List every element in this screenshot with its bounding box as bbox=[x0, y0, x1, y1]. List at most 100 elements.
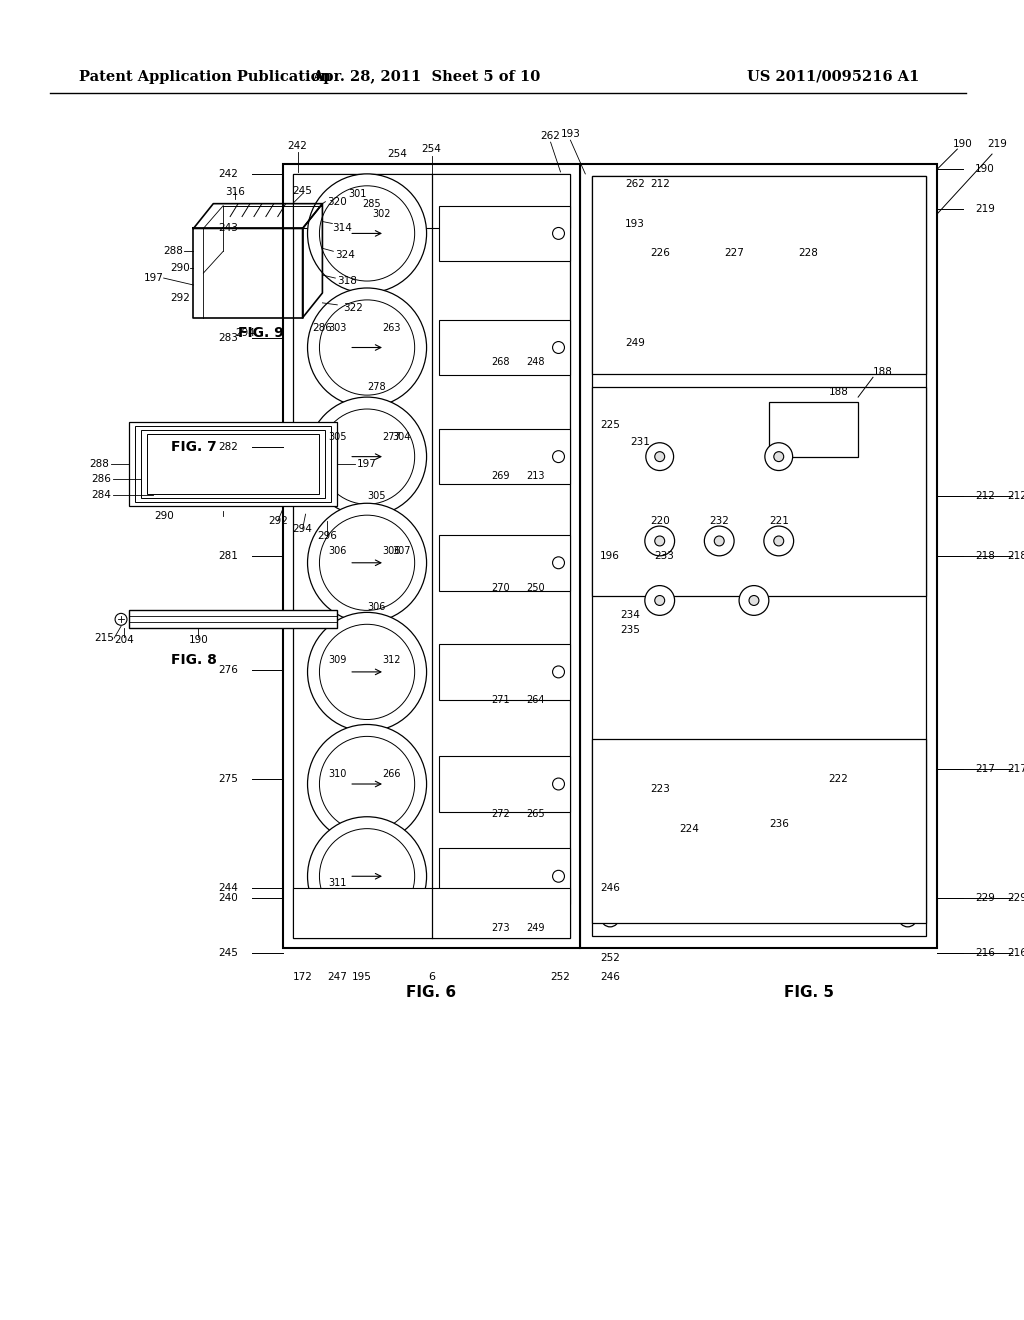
Circle shape bbox=[553, 870, 564, 882]
Circle shape bbox=[739, 586, 769, 615]
Circle shape bbox=[319, 515, 415, 610]
Text: 229: 229 bbox=[1007, 894, 1024, 903]
Circle shape bbox=[319, 624, 415, 719]
Text: 249: 249 bbox=[625, 338, 645, 347]
Circle shape bbox=[319, 829, 415, 924]
Text: 318: 318 bbox=[337, 276, 357, 286]
Circle shape bbox=[553, 450, 564, 462]
Circle shape bbox=[307, 725, 427, 843]
Bar bbox=[293, 174, 570, 937]
Circle shape bbox=[654, 595, 665, 606]
Text: FIG. 6: FIG. 6 bbox=[407, 985, 457, 999]
Text: 245: 245 bbox=[218, 948, 239, 957]
Text: 262: 262 bbox=[541, 131, 560, 141]
Text: 276: 276 bbox=[218, 665, 239, 675]
Text: 188: 188 bbox=[873, 367, 893, 378]
Circle shape bbox=[607, 915, 613, 921]
Text: 324: 324 bbox=[335, 251, 355, 260]
Text: 212: 212 bbox=[1007, 491, 1024, 502]
Text: 228: 228 bbox=[799, 248, 818, 259]
Bar bbox=[439, 429, 570, 484]
Text: FIG. 9: FIG. 9 bbox=[238, 326, 284, 339]
Text: 231: 231 bbox=[630, 437, 650, 446]
Text: 290: 290 bbox=[154, 511, 174, 521]
Text: 314: 314 bbox=[333, 223, 352, 234]
Text: 234: 234 bbox=[620, 610, 640, 620]
Text: 249: 249 bbox=[526, 923, 545, 933]
Circle shape bbox=[749, 595, 759, 606]
Circle shape bbox=[553, 557, 564, 569]
Text: FIG. 8: FIG. 8 bbox=[171, 653, 216, 667]
Bar bbox=[129, 610, 337, 628]
Text: 218: 218 bbox=[1007, 550, 1024, 561]
Text: 247: 247 bbox=[328, 973, 347, 982]
Text: 292: 292 bbox=[268, 516, 288, 527]
Text: 219: 219 bbox=[975, 203, 995, 214]
Text: 172: 172 bbox=[293, 973, 312, 982]
Text: 232: 232 bbox=[710, 516, 729, 527]
Text: 218: 218 bbox=[975, 550, 995, 561]
Text: 195: 195 bbox=[352, 973, 372, 982]
Circle shape bbox=[319, 409, 415, 504]
Text: 307: 307 bbox=[392, 546, 411, 556]
Circle shape bbox=[715, 536, 724, 546]
Text: 262: 262 bbox=[625, 178, 645, 189]
Text: 309: 309 bbox=[328, 655, 346, 665]
Circle shape bbox=[645, 527, 675, 556]
Text: 197: 197 bbox=[143, 273, 164, 282]
Text: 217: 217 bbox=[1007, 764, 1024, 774]
Text: 286: 286 bbox=[91, 474, 112, 484]
Text: 246: 246 bbox=[600, 973, 621, 982]
Text: 264: 264 bbox=[526, 694, 545, 705]
Text: 224: 224 bbox=[680, 824, 699, 834]
Circle shape bbox=[601, 909, 620, 927]
Circle shape bbox=[307, 174, 427, 293]
Text: 305: 305 bbox=[328, 432, 346, 442]
Text: 290: 290 bbox=[171, 263, 190, 273]
Text: 320: 320 bbox=[328, 197, 347, 207]
Circle shape bbox=[607, 191, 613, 197]
Text: 242: 242 bbox=[218, 169, 239, 180]
Circle shape bbox=[654, 451, 665, 462]
Circle shape bbox=[553, 667, 564, 678]
Text: 281: 281 bbox=[218, 550, 239, 561]
Circle shape bbox=[601, 546, 620, 565]
Text: 217: 217 bbox=[975, 764, 995, 774]
Circle shape bbox=[307, 397, 427, 516]
Bar bbox=[439, 756, 570, 812]
Circle shape bbox=[905, 553, 910, 558]
Text: 220: 220 bbox=[650, 516, 670, 527]
Text: 212: 212 bbox=[650, 178, 670, 189]
Text: US 2011/0095216 A1: US 2011/0095216 A1 bbox=[748, 70, 920, 83]
Text: 212: 212 bbox=[975, 491, 995, 502]
Text: 288: 288 bbox=[164, 247, 183, 256]
Bar bbox=[769, 403, 858, 457]
Text: 221: 221 bbox=[769, 516, 788, 527]
Text: 282: 282 bbox=[218, 442, 239, 451]
Text: 286: 286 bbox=[312, 322, 333, 333]
Bar bbox=[439, 849, 570, 904]
Circle shape bbox=[307, 288, 427, 407]
Text: 190: 190 bbox=[188, 635, 208, 645]
Text: 216: 216 bbox=[975, 948, 995, 957]
Text: 292: 292 bbox=[171, 293, 190, 302]
Text: 277: 277 bbox=[383, 432, 401, 442]
Text: 252: 252 bbox=[600, 953, 621, 962]
Text: 235: 235 bbox=[620, 626, 640, 635]
Circle shape bbox=[553, 342, 564, 354]
Text: 296: 296 bbox=[317, 531, 337, 541]
Text: 245: 245 bbox=[293, 186, 312, 195]
Text: 303: 303 bbox=[328, 322, 346, 333]
Text: 284: 284 bbox=[91, 490, 112, 500]
Text: 223: 223 bbox=[650, 784, 670, 793]
Text: 233: 233 bbox=[654, 550, 675, 561]
Text: 193: 193 bbox=[625, 219, 645, 228]
Text: 243: 243 bbox=[218, 223, 239, 234]
Bar bbox=[592, 176, 926, 936]
Text: 316: 316 bbox=[225, 186, 245, 197]
Text: 250: 250 bbox=[526, 582, 545, 593]
Text: 227: 227 bbox=[724, 248, 744, 259]
Text: 242: 242 bbox=[288, 141, 307, 150]
Text: 311: 311 bbox=[328, 878, 346, 888]
Circle shape bbox=[553, 227, 564, 239]
